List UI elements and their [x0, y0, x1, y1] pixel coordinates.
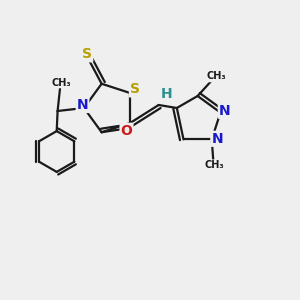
Text: N: N — [219, 104, 230, 118]
Text: S: S — [82, 47, 92, 61]
Text: N: N — [211, 132, 223, 146]
Text: CH₃: CH₃ — [206, 71, 226, 82]
Text: O: O — [121, 124, 133, 138]
Text: S: S — [130, 82, 140, 96]
Text: CH₃: CH₃ — [205, 160, 224, 170]
Text: CH₃: CH₃ — [52, 77, 71, 88]
Text: N: N — [77, 98, 88, 112]
Text: H: H — [160, 87, 172, 100]
